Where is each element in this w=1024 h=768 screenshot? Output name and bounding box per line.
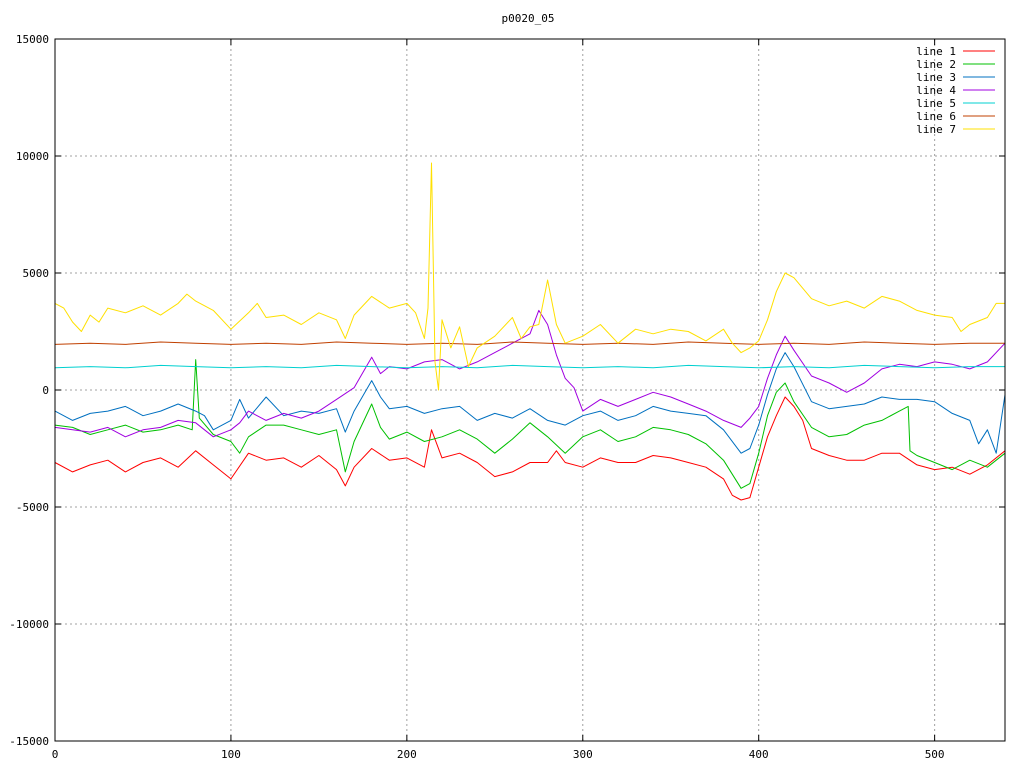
y-tick-label: -5000 [16, 501, 49, 514]
series-line-5 [54, 364, 1005, 369]
x-tick-label: 100 [221, 748, 241, 761]
chart-title: p0020_05 [502, 12, 555, 25]
series-line-1 [54, 396, 1006, 501]
grid [55, 39, 1005, 741]
y-tick-label: 5000 [23, 267, 50, 280]
legend-label: line 7 [916, 123, 956, 136]
legend-label: line 6 [916, 110, 956, 123]
x-tick-label: 400 [749, 748, 769, 761]
series-line-6 [54, 341, 1005, 345]
x-tick-label: 0 [52, 748, 59, 761]
y-tick-label: -10000 [9, 618, 49, 631]
legend-label: line 4 [916, 84, 956, 97]
x-tick-label: 200 [397, 748, 417, 761]
y-tick-label: 10000 [16, 150, 49, 163]
axis-ticks: -15000 -10000 -5000 0 5000 10000 15000 0 100 200 3… [9, 33, 1005, 761]
legend-label: line 1 [916, 45, 956, 58]
x-tick-label: 300 [573, 748, 593, 761]
y-tick-label: 0 [42, 384, 49, 397]
x-tick-label: 500 [925, 748, 945, 761]
series-layer [54, 162, 1006, 501]
series-line-7 [54, 162, 1005, 391]
y-tick-label: 15000 [16, 33, 49, 46]
series-line-3 [54, 352, 1006, 454]
legend-label: line 2 [916, 58, 956, 71]
legend-label: line 5 [916, 97, 956, 110]
series-line-4 [54, 309, 1006, 438]
y-tick-label: -15000 [9, 735, 49, 748]
series-line-2 [54, 359, 1006, 489]
legend-label: line 3 [916, 71, 956, 84]
